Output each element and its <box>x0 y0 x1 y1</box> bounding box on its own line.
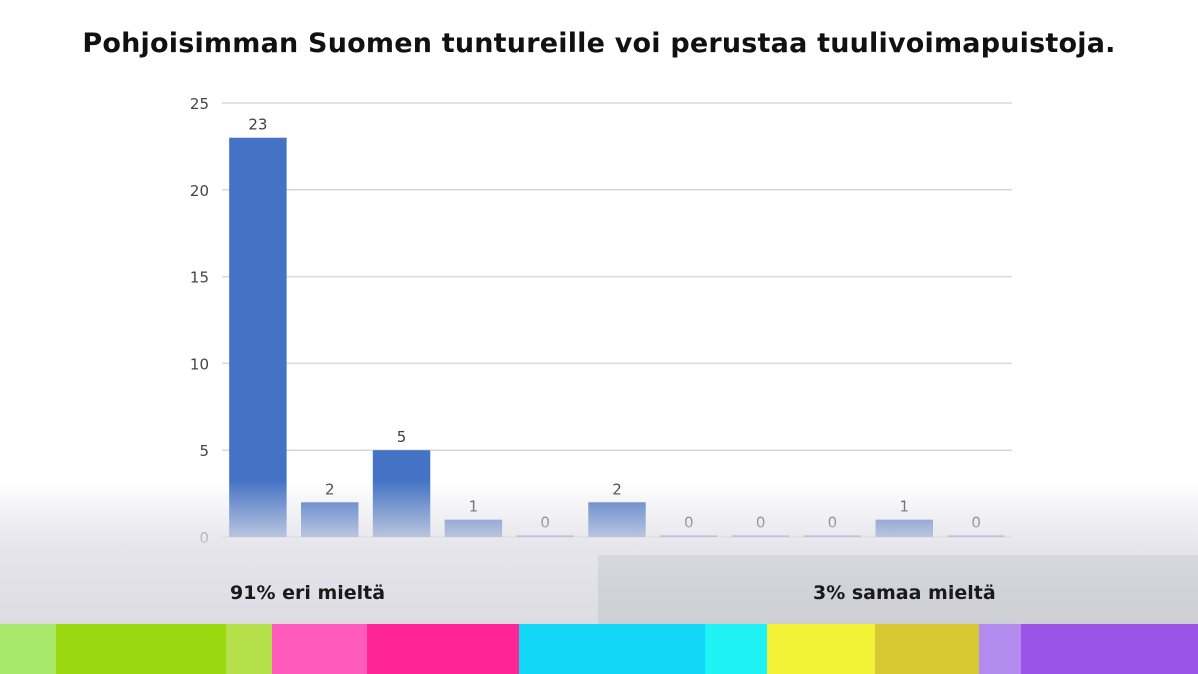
disagree-summary: 91% eri mieltä <box>230 582 386 604</box>
data-label: 23 <box>248 116 267 134</box>
color-strip-segment <box>272 624 367 674</box>
color-strip-segment <box>767 624 875 674</box>
y-tick-label: 25 <box>190 95 209 113</box>
color-strip-segment <box>979 624 1021 674</box>
color-strip-segment <box>519 624 705 674</box>
y-tick-label: 15 <box>190 269 209 287</box>
color-strip <box>0 624 1198 674</box>
color-strip-segment <box>226 624 272 674</box>
color-strip-segment <box>705 624 767 674</box>
color-strip-segment <box>0 624 56 674</box>
color-strip-segment <box>1021 624 1198 674</box>
color-strip-segment <box>56 624 226 674</box>
data-label: 5 <box>397 428 407 446</box>
color-strip-segment <box>367 624 519 674</box>
y-tick-label: 5 <box>199 442 209 460</box>
y-tick-label: 20 <box>190 182 209 200</box>
chart-area <box>168 86 1028 556</box>
agree-summary-panel <box>598 555 1198 624</box>
y-tick-label: 10 <box>190 355 209 373</box>
color-strip-segment <box>875 624 979 674</box>
agree-summary: 3% samaa mieltä <box>813 582 996 604</box>
bar <box>229 137 287 537</box>
chart-title: Pohjoisimman Suomen tuntureille voi peru… <box>82 28 1116 59</box>
